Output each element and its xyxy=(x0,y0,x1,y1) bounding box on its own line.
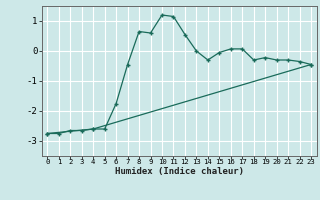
X-axis label: Humidex (Indice chaleur): Humidex (Indice chaleur) xyxy=(115,167,244,176)
